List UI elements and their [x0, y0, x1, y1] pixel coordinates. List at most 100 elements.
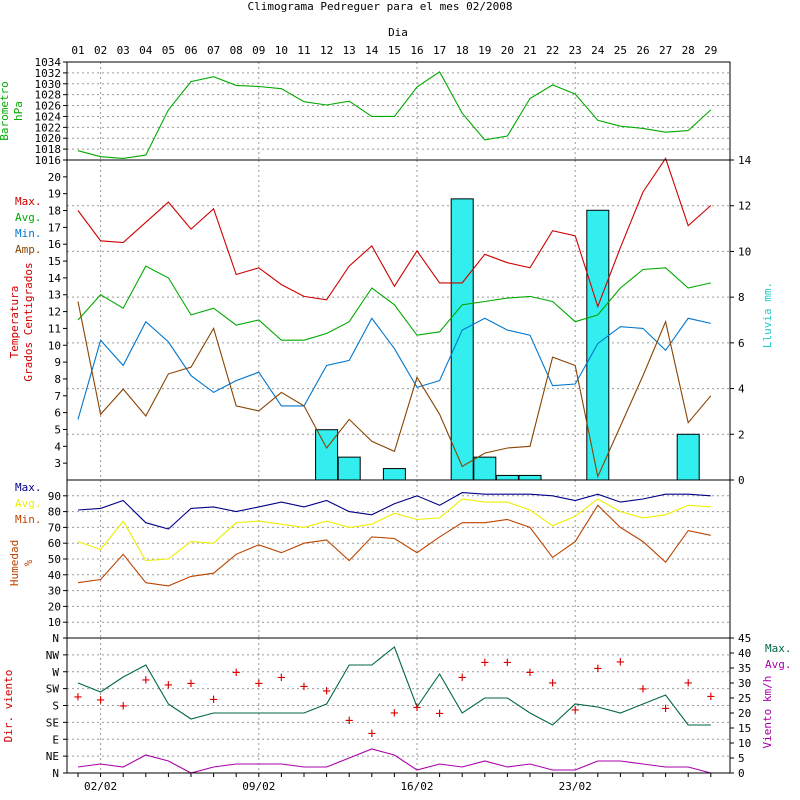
wind-direction-mark: +	[413, 700, 421, 716]
rain-bar	[450, 198, 474, 481]
temperature-axis-tick-label: 19	[48, 188, 61, 201]
wind-speed-axis-tick-label: 0	[738, 767, 745, 780]
rain-bar	[495, 474, 519, 481]
day-tick-label: 14	[365, 44, 379, 57]
wind-direction-tick-label: SE	[46, 716, 59, 729]
wind-direction-mark: +	[548, 675, 556, 691]
humidity-axis-tick-label: 20	[48, 600, 61, 613]
wind-direction-mark: +	[481, 655, 489, 671]
wind-direction-mark: +	[707, 689, 715, 705]
wind-direction-tick-label: W	[52, 666, 59, 679]
barometer-axis-label: hPa	[12, 101, 25, 121]
wind-direction-mark: +	[74, 690, 82, 706]
rain-axis-tick-label: 14	[738, 154, 752, 167]
day-tick-label: 27	[659, 44, 672, 57]
humidity-legend-item: Min.	[15, 513, 42, 526]
wind-direction-mark: +	[119, 699, 127, 715]
wind-legend-item: Max.	[765, 642, 792, 655]
wind-direction-mark: +	[277, 670, 285, 686]
temperature-legend-item: Max.	[15, 195, 42, 208]
panel-frame	[66, 637, 731, 774]
humidity-axis-label: Humedad	[8, 540, 21, 586]
wind-speed-axis-tick-label: 25	[738, 692, 751, 705]
day-tick-label: 17	[433, 44, 446, 57]
humidity-axis-tick-label: 60	[48, 537, 61, 550]
rain-bar	[382, 468, 406, 481]
temperature-axis-tick-label: 15	[48, 255, 61, 268]
day-tick-label: 04	[139, 44, 153, 57]
humidity-axis-tick-label: 70	[48, 521, 61, 534]
day-tick-label: 06	[184, 44, 197, 57]
wind-speed-axis-tick-label: 20	[738, 707, 751, 720]
barometer-axis-tick-label: 1022	[35, 121, 62, 134]
day-tick-label: 24	[591, 44, 605, 57]
barometer-axis-tick-label: 1026	[35, 100, 62, 113]
week-tick-label: 09/02	[242, 780, 275, 793]
wind-direction-mark: +	[209, 692, 217, 708]
temperature-axis-tick-label: 4	[54, 440, 61, 453]
humidity-axis-label: %	[22, 559, 35, 566]
wind-avg-line	[77, 748, 711, 774]
rain-axis-tick-label: 4	[738, 383, 745, 396]
wind-direction-mark: +	[322, 684, 330, 700]
week-tick-label: 23/02	[559, 780, 592, 793]
wind-direction-mark: +	[435, 706, 443, 722]
barometer-axis-tick-label: 1024	[35, 110, 62, 123]
temperature-axis-tick-label: 11	[48, 322, 61, 335]
humidity-axis-tick-label: 50	[48, 553, 61, 566]
rain-axis-tick-label: 0	[738, 474, 745, 487]
temperature-axis-tick-label: 13	[48, 289, 61, 302]
barometer-axis-tick-label: 1018	[35, 143, 62, 156]
temperature-min-line	[77, 317, 711, 420]
wind-direction-mark: +	[571, 702, 579, 718]
barometer-axis-tick-label: 1028	[35, 89, 62, 102]
rain-bar	[337, 456, 361, 481]
day-tick-label: 20	[501, 44, 514, 57]
temperature-axis-tick-label: 6	[54, 407, 61, 420]
temperature-legend-item: Min.	[15, 227, 42, 240]
wind-direction-mark: +	[187, 676, 195, 692]
day-tick-label: 09	[252, 44, 265, 57]
day-tick-label: 16	[410, 44, 423, 57]
temperature-axis-tick-label: 17	[48, 221, 61, 234]
humidity-axis-tick-label: 40	[48, 569, 61, 582]
temperature-axis-tick-label: 7	[54, 390, 61, 403]
rain-axis-tick-label: 12	[738, 200, 751, 213]
temperature-axis-tick-label: 9	[54, 356, 61, 369]
barometer-axis-label: Barometro	[0, 81, 11, 141]
humidity-legend-item: Max.	[15, 481, 42, 494]
barometer-axis-tick-label: 1020	[35, 132, 62, 145]
day-tick-label: 28	[682, 44, 695, 57]
wind-speed-axis-tick-label: 45	[738, 632, 751, 645]
rain-bar	[473, 456, 497, 481]
day-tick-label: 02	[94, 44, 107, 57]
day-axis-label: Dia	[388, 26, 408, 39]
day-tick-label: 23	[569, 44, 582, 57]
day-tick-label: 19	[478, 44, 491, 57]
temperature-axis-tick-label: 8	[54, 373, 61, 386]
wind-direction-tick-label: NW	[46, 649, 60, 662]
humidity-axis-tick-label: 90	[48, 490, 61, 503]
wind-direction-mark: +	[661, 701, 669, 717]
humidity-axis-tick-label: 30	[48, 585, 61, 598]
barometer-axis-tick-label: 1030	[35, 78, 62, 91]
wind-direction-mark: +	[390, 705, 398, 721]
day-tick-label: 18	[456, 44, 469, 57]
day-tick-label: 10	[275, 44, 288, 57]
wind-speed-axis-tick-label: 30	[738, 677, 751, 690]
barometer-line	[77, 71, 712, 159]
wind-direction-axis-label: Dir. viento	[2, 670, 15, 743]
chart-title: Climograma Pedreguer para el mes 02/2008	[248, 0, 513, 13]
wind-speed-axis-label: Viento km/h	[761, 676, 774, 749]
day-tick-label: 11	[297, 44, 310, 57]
temperature-axis-tick-label: 10	[48, 339, 61, 352]
wind-speed-axis-tick-label: 15	[738, 722, 751, 735]
wind-speed-axis-tick-label: 10	[738, 737, 751, 750]
humidity-avg-line	[77, 498, 711, 562]
rain-bar	[518, 474, 542, 481]
humidity-min-line	[77, 504, 711, 587]
rain-bar	[315, 429, 339, 481]
day-tick-label: 05	[162, 44, 175, 57]
